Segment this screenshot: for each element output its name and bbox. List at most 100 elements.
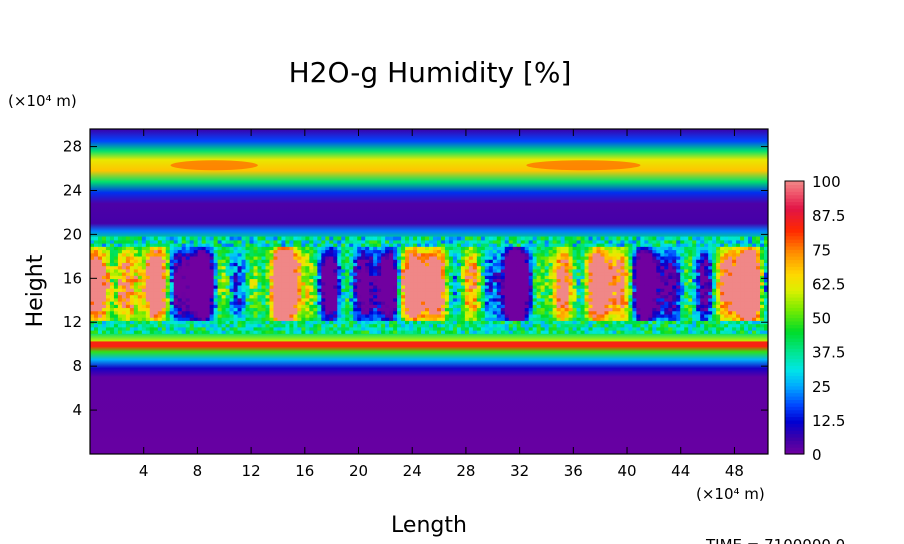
colorbar-swatch xyxy=(785,283,804,288)
colorbar-swatch xyxy=(785,327,804,332)
colorbar-swatch xyxy=(785,341,804,346)
x-axis-unit: (×10⁴ m) xyxy=(696,485,765,503)
colorbar-swatch xyxy=(785,235,804,240)
x-tick-label: 8 xyxy=(193,462,203,480)
colorbar-swatch xyxy=(785,392,804,397)
heatmap-plot-area xyxy=(89,128,769,455)
x-tick-label: 28 xyxy=(456,462,475,480)
colorbar-swatch xyxy=(785,262,804,267)
colorbar-tick-label: 12.5 xyxy=(812,412,845,430)
colorbar-swatch xyxy=(785,433,804,438)
colorbar-swatch xyxy=(785,310,804,315)
colorbar-tick-label: 100 xyxy=(812,173,841,191)
low-level-moist-strip xyxy=(90,341,768,347)
colorbar-tick-label: 37.5 xyxy=(812,344,845,362)
colorbar-swatch xyxy=(785,290,804,295)
colorbar-swatch xyxy=(785,221,804,226)
colorbar-swatch xyxy=(785,232,804,237)
colorbar-tick-label: 50 xyxy=(812,310,831,328)
colorbar-swatch xyxy=(785,211,804,216)
colorbar-swatch xyxy=(785,423,804,428)
x-tick-label: 16 xyxy=(295,462,314,480)
colorbar-swatch xyxy=(785,395,804,400)
y-tick-label: 4 xyxy=(72,401,82,419)
colorbar-swatch xyxy=(785,187,804,192)
x-tick-label: 44 xyxy=(671,462,690,480)
colorbar-swatch xyxy=(785,361,804,366)
y-axis-label: Height xyxy=(23,254,48,327)
x-axis-label: Length xyxy=(391,513,467,538)
x-tick-label: 20 xyxy=(349,462,368,480)
colorbar-swatch xyxy=(785,266,804,271)
plot-frame xyxy=(89,128,769,455)
colorbar-swatch xyxy=(785,314,804,319)
colorbar-swatch xyxy=(785,378,804,383)
colorbar-tick-label: 75 xyxy=(812,241,831,259)
colorbar-swatch xyxy=(785,450,804,455)
colorbar-swatch xyxy=(785,406,804,411)
colorbar-swatch xyxy=(785,430,804,435)
colorbar-swatch xyxy=(785,208,804,213)
upper-band-maximum xyxy=(170,160,258,171)
x-tick-label: 24 xyxy=(403,462,422,480)
colorbar-swatch xyxy=(785,365,804,370)
colorbar-swatch xyxy=(785,201,804,206)
colorbar-swatch xyxy=(785,385,804,390)
colorbar-swatch xyxy=(785,303,804,308)
colorbar-swatch xyxy=(785,273,804,278)
colorbar-swatch xyxy=(785,372,804,377)
colorbar-swatch xyxy=(785,297,804,302)
colorbar-swatch xyxy=(785,402,804,407)
colorbar-swatch xyxy=(785,413,804,418)
colorbar-tick-label: 62.5 xyxy=(812,275,845,293)
colorbar-frame xyxy=(784,180,805,455)
y-tick-label: 12 xyxy=(63,313,82,331)
colorbar-swatch xyxy=(785,426,804,431)
colorbar-swatch xyxy=(785,249,804,254)
colorbar-swatch xyxy=(785,228,804,233)
colorbar-tick-label: 0 xyxy=(812,446,822,464)
colorbar-swatch xyxy=(785,382,804,387)
colorbar-swatch xyxy=(785,368,804,373)
colorbar-swatch xyxy=(785,239,804,244)
colorbar-swatch xyxy=(785,348,804,353)
colorbar-swatch xyxy=(785,204,804,209)
colorbar-swatch xyxy=(785,225,804,230)
upper-band-maximum xyxy=(526,160,641,171)
colorbar-swatch xyxy=(785,409,804,414)
colorbar-swatch xyxy=(785,436,804,441)
colorbar-swatch xyxy=(785,198,804,203)
x-tick-label: 36 xyxy=(564,462,583,480)
colorbar-swatch xyxy=(785,293,804,298)
colorbar-tick-label: 87.5 xyxy=(812,207,845,225)
x-tick-label: 40 xyxy=(617,462,636,480)
colorbar-swatch xyxy=(785,399,804,404)
colorbar-swatch xyxy=(785,256,804,261)
colorbar-swatch xyxy=(785,443,804,448)
colorbar-swatch xyxy=(785,344,804,349)
chart-title: H2O-g Humidity [%] xyxy=(289,56,572,89)
y-axis-unit: (×10⁴ m) xyxy=(8,92,77,110)
colorbar-swatch xyxy=(785,447,804,452)
colorbar: 100 87.5 75 62.5 50 37.5 25 12.5 0 xyxy=(784,173,845,464)
colorbar-swatch xyxy=(785,355,804,360)
colorbar-swatch xyxy=(785,184,804,189)
colorbar-swatch xyxy=(785,279,804,284)
colorbar-swatch xyxy=(785,337,804,342)
colorbar-swatch xyxy=(785,191,804,196)
y-tick-label: 8 xyxy=(72,357,82,375)
colorbar-swatch xyxy=(785,331,804,336)
x-tick-label: 32 xyxy=(510,462,529,480)
colorbar-swatch xyxy=(785,242,804,247)
x-tick-label: 4 xyxy=(139,462,149,480)
colorbar-swatch xyxy=(785,324,804,329)
colorbar-swatch xyxy=(785,286,804,291)
colorbar-swatch xyxy=(785,269,804,274)
colorbar-swatch xyxy=(785,218,804,223)
y-tick-label: 24 xyxy=(63,181,82,199)
colorbar-swatch xyxy=(785,215,804,220)
y-tick-label: 28 xyxy=(63,138,82,156)
x-tick-label: 48 xyxy=(725,462,744,480)
